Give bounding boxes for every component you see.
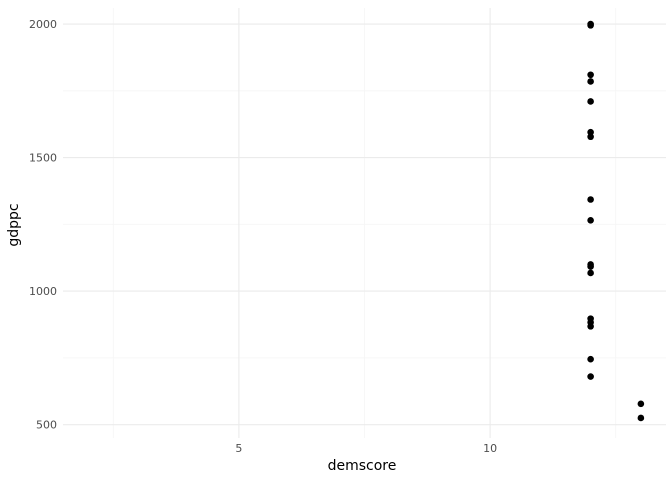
major-grid [63,8,666,438]
data-point [587,133,594,141]
data-point [587,355,594,363]
data-point [587,373,594,380]
data-point [587,78,594,85]
data-point [587,323,594,330]
data-point [587,263,594,270]
data-point [587,196,594,203]
data-point [587,98,594,105]
data-point [587,217,594,224]
y-tick-label: 2000 [29,18,57,31]
x-tick-label: 5 [235,442,242,455]
x-axis-title: demscore [328,458,397,474]
data-point [637,414,645,422]
data-point [637,400,645,408]
data-points [587,20,645,422]
y-tick-label: 500 [36,419,57,432]
data-point [587,269,594,277]
data-point [587,22,594,29]
minor-grid [63,8,666,438]
y-axis-title: gdppc [6,203,22,246]
y-tick-label: 1000 [29,285,57,298]
x-axis-tick-labels: 5 10 [235,442,497,455]
x-tick-label: 10 [483,442,497,455]
data-point [587,128,594,136]
y-axis-tick-labels: 500 1000 1500 2000 [29,18,57,432]
y-tick-label: 1500 [29,152,57,165]
data-point [587,71,594,79]
